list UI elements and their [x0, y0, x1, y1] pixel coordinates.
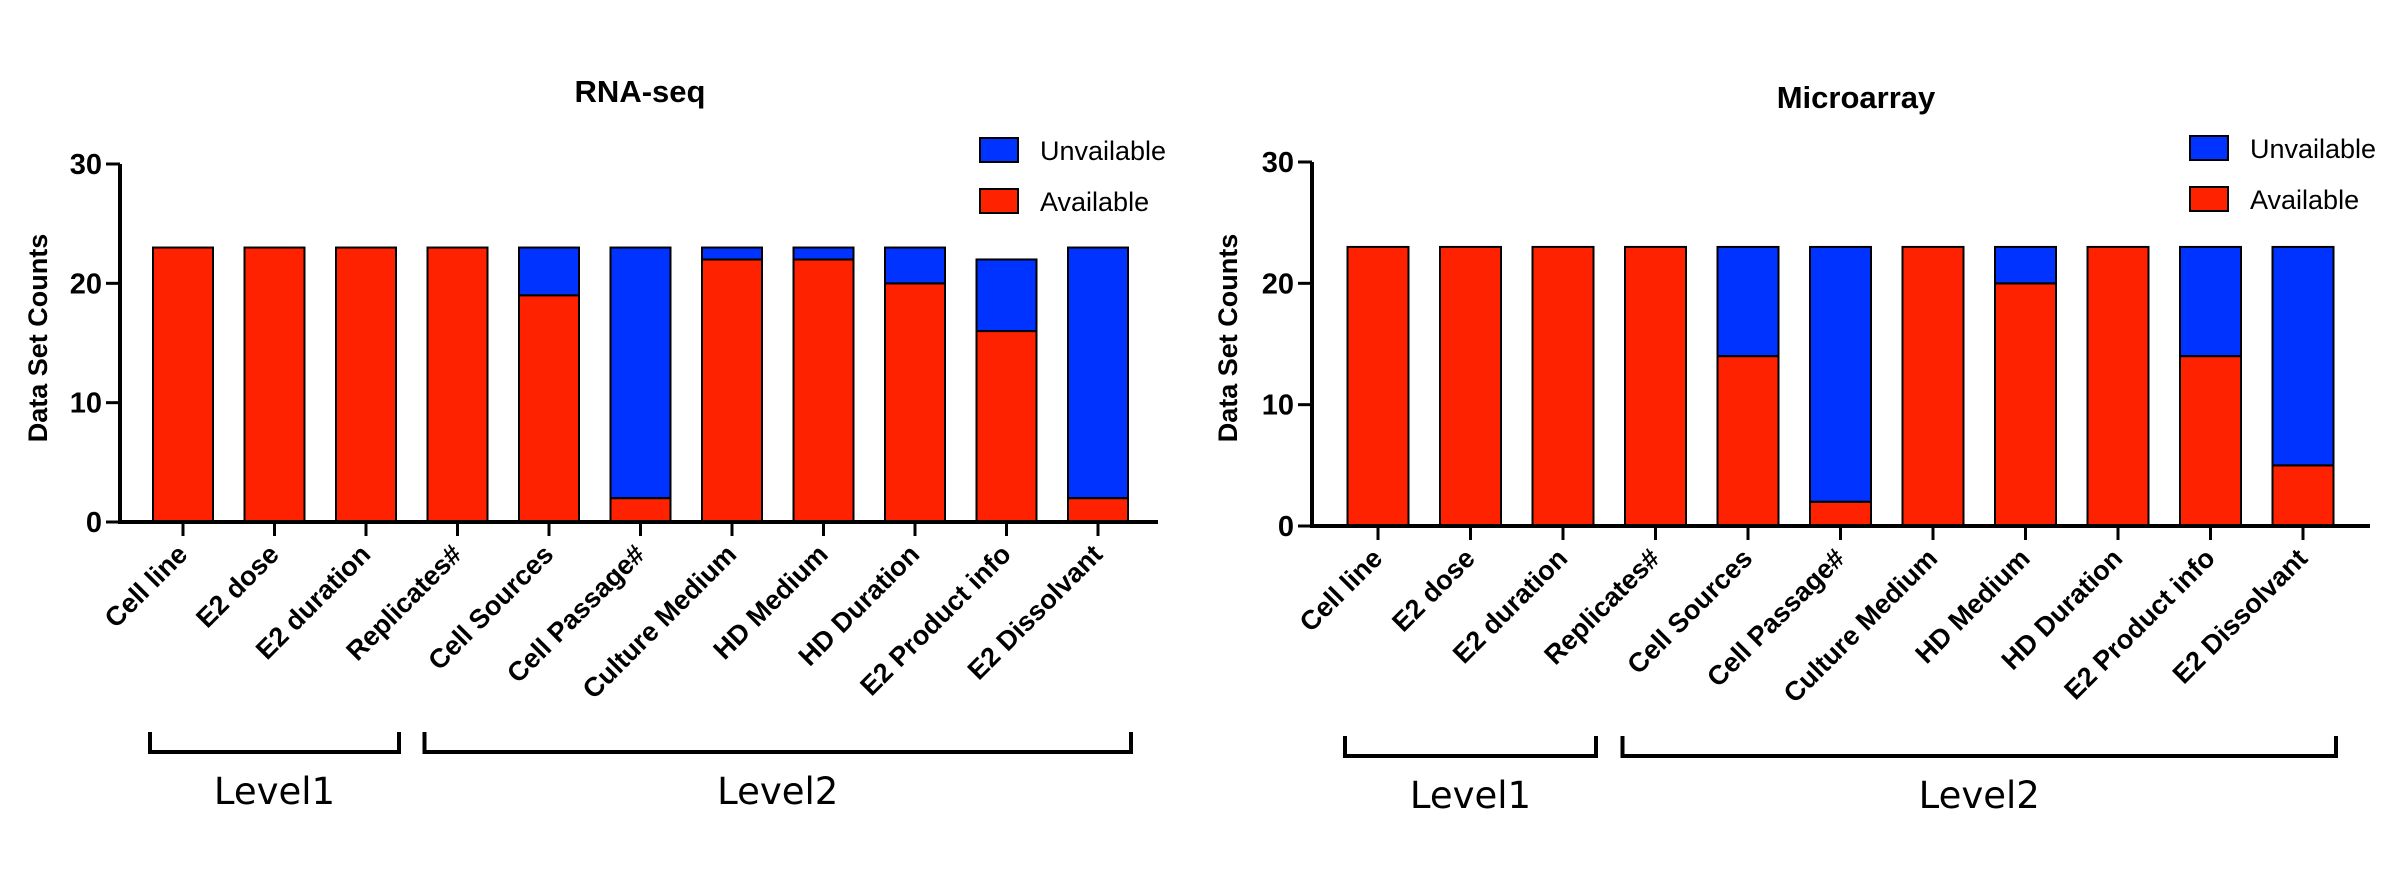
- legend-label-available: Available: [1040, 187, 1149, 217]
- bar-available: [701, 258, 763, 523]
- bar-available: [1994, 282, 2057, 528]
- bar-unavailable: [975, 258, 1038, 333]
- x-tick-label: Cell line: [99, 539, 193, 633]
- bar-unavailable: [1994, 245, 2057, 285]
- bar-available: [1901, 245, 1965, 528]
- x-tick-label: E2 dose: [1386, 543, 1480, 637]
- y-tick-label: 30: [1262, 147, 1294, 179]
- y-tick-label: 20: [1262, 268, 1294, 300]
- legend: Unvailable Available: [2189, 134, 2376, 215]
- group-label: Level1: [214, 770, 335, 813]
- bar-available: [243, 246, 306, 524]
- legend-label-unavailable: Unvailable: [2250, 134, 2376, 164]
- bar-unavailable: [2271, 245, 2335, 467]
- y-tick-label: 30: [70, 149, 102, 181]
- group-label: Level2: [1919, 774, 2040, 817]
- bar-available: [2086, 245, 2150, 528]
- legend-swatch-available: [2189, 186, 2229, 212]
- bar-available: [1716, 355, 1780, 527]
- bar-available: [152, 246, 214, 524]
- bar-unavailable: [1067, 246, 1129, 500]
- legend-label-unavailable: Unvailable: [1040, 136, 1166, 166]
- x-tick-label: Culture Medium: [577, 539, 742, 704]
- x-tick-label: Cell line: [1294, 543, 1388, 637]
- y-axis-label: Data Set Counts: [1213, 234, 1243, 443]
- bar-available: [2271, 464, 2335, 528]
- bar-available: [1531, 245, 1595, 528]
- bar-available: [426, 246, 489, 524]
- y-tick-label: 0: [1278, 511, 1294, 543]
- chart-title: Microarray: [1777, 80, 1936, 115]
- y-tick-label: 0: [86, 507, 102, 539]
- bar-unavailable: [609, 246, 672, 500]
- group-bracket: [1620, 736, 2338, 758]
- bar-unavailable: [701, 246, 763, 261]
- group-label: Level1: [1410, 774, 1531, 817]
- legend: Unvailable Available: [979, 136, 1166, 217]
- bar-unavailable: [884, 246, 946, 285]
- group-label: Level2: [717, 770, 838, 813]
- bar-available: [609, 497, 672, 523]
- bar-available: [518, 294, 580, 523]
- bar-available: [2179, 355, 2242, 527]
- y-tick-label: 10: [1262, 390, 1294, 422]
- bar-available: [975, 330, 1038, 524]
- bar-available: [1624, 245, 1687, 528]
- group-bracket: [148, 732, 401, 754]
- legend-swatch-unavailable: [2189, 135, 2229, 161]
- y-tick-label: 20: [70, 268, 102, 300]
- y-axis-label: Data Set Counts: [23, 234, 53, 443]
- legend-swatch-unavailable: [979, 137, 1019, 163]
- bar-unavailable: [2179, 245, 2242, 358]
- bar-available: [335, 246, 397, 524]
- y-tick-label: 10: [70, 388, 102, 420]
- x-tick-label: Culture Medium: [1778, 543, 1943, 708]
- bar-available: [1809, 500, 1872, 528]
- legend-label-available: Available: [2250, 185, 2359, 215]
- group-bracket: [422, 732, 1133, 754]
- bar-available: [792, 258, 855, 523]
- group-bracket: [1343, 736, 1598, 758]
- x-tick-label: E2 dose: [190, 539, 284, 633]
- bar-unavailable: [518, 246, 580, 297]
- bar-available: [1346, 245, 1410, 528]
- bar-unavailable: [1809, 245, 1872, 503]
- chart-title: RNA-seq: [575, 74, 706, 109]
- bar-available: [884, 282, 946, 524]
- bar-available: [1067, 497, 1129, 523]
- bar-unavailable: [1716, 245, 1780, 358]
- bar-available: [1439, 245, 1502, 528]
- bar-unavailable: [792, 246, 855, 261]
- legend-swatch-available: [979, 188, 1019, 214]
